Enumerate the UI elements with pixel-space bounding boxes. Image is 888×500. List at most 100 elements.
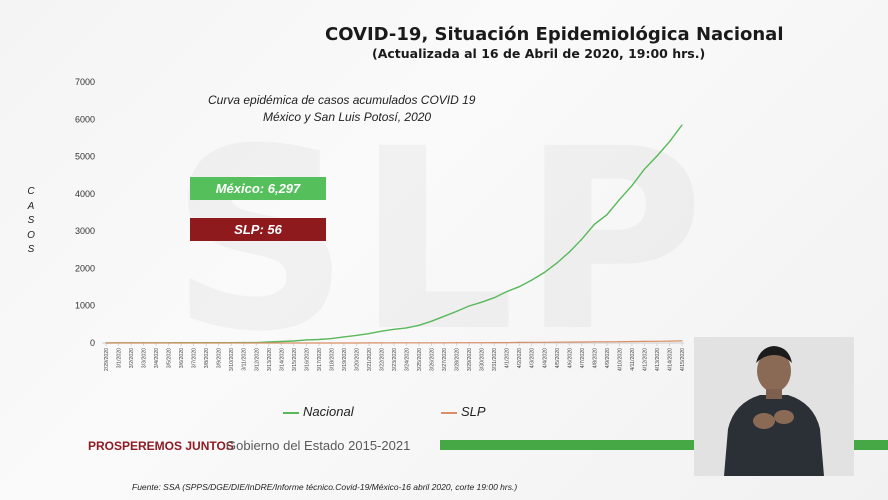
y-axis-label: C A S O S xyxy=(26,185,36,258)
series-point-slp xyxy=(618,341,621,343)
series-point-slp xyxy=(631,340,633,343)
y-axis-label-letter: A xyxy=(27,200,35,212)
series-point-slp xyxy=(330,342,332,344)
legend-slp-swatch xyxy=(441,412,457,414)
x-tick-label: 3/28/2020 xyxy=(455,348,461,371)
series-point-slp xyxy=(355,342,357,344)
series-point-slp xyxy=(193,342,195,344)
series-point-nacional xyxy=(656,155,658,157)
y-tick-label: 4000 xyxy=(75,189,95,199)
x-tick-label: 3/10/2020 xyxy=(229,348,235,371)
series-point-slp xyxy=(130,342,132,344)
series-point-slp xyxy=(218,342,220,344)
x-tick-label: 3/14/2020 xyxy=(279,348,285,371)
page-title: COVID-19, Situación Epidemiológica Nacio… xyxy=(325,24,784,45)
series-point-nacional xyxy=(506,291,508,293)
series-point-nacional xyxy=(368,333,370,335)
series-point-slp xyxy=(305,342,307,344)
series-point-slp xyxy=(205,342,207,344)
x-tick-label: 3/7/2020 xyxy=(192,348,198,368)
x-tick-label: 3/16/2020 xyxy=(304,348,310,371)
x-tick-label: 4/8/2020 xyxy=(592,348,598,368)
x-tick-label: 3/2/2020 xyxy=(129,348,135,368)
series-point-nacional xyxy=(618,199,621,201)
x-tick-label: 3/1/2020 xyxy=(117,348,123,368)
series-point-slp xyxy=(255,342,257,344)
series-point-slp xyxy=(117,342,120,344)
x-tick-label: 4/12/2020 xyxy=(642,348,648,371)
y-tick-label: 0 xyxy=(90,338,95,348)
series-point-nacional xyxy=(393,328,395,330)
series-point-slp xyxy=(481,342,483,344)
x-tick-label: 4/7/2020 xyxy=(580,348,586,368)
series-point-nacional xyxy=(668,141,671,143)
footer-slogan: PROSPEREMOS JUNTOS xyxy=(88,439,234,453)
series-point-nacional xyxy=(456,310,458,312)
x-tick-label: 3/22/2020 xyxy=(379,348,385,371)
x-tick-label: 3/4/2020 xyxy=(154,348,160,368)
series-point-slp xyxy=(293,342,295,344)
series-point-slp xyxy=(518,341,520,343)
x-tick-label: 3/19/2020 xyxy=(342,348,348,371)
series-point-slp xyxy=(531,341,533,343)
series-point-slp xyxy=(543,341,545,343)
series-point-nacional xyxy=(543,271,545,274)
series-point-nacional xyxy=(443,315,445,317)
x-tick-label: 3/6/2020 xyxy=(179,348,185,368)
x-tick-label: 3/11/2020 xyxy=(242,348,248,371)
series-point-slp xyxy=(180,342,182,344)
y-axis-label-letter: C xyxy=(27,186,35,197)
sign-language-interpreter-video xyxy=(694,337,854,476)
x-tick-label: 3/12/2020 xyxy=(254,348,260,371)
series-point-slp xyxy=(155,342,157,344)
y-tick-label: 5000 xyxy=(75,152,95,162)
series-point-slp xyxy=(568,341,570,343)
series-point-nacional xyxy=(355,334,357,336)
x-tick-label: 4/4/2020 xyxy=(542,348,548,368)
x-tick-label: 3/3/2020 xyxy=(142,348,148,368)
x-tick-label: 3/9/2020 xyxy=(217,348,223,368)
chart-subtitle-line1: Curva epidémica de casos acumulados COVI… xyxy=(208,93,476,107)
x-tick-label: 4/11/2020 xyxy=(630,348,636,371)
x-tick-label: 3/24/2020 xyxy=(405,348,411,371)
series-point-nacional xyxy=(280,340,282,343)
footer-green-stripe xyxy=(440,440,888,450)
series-point-slp xyxy=(506,342,508,344)
series-point-nacional xyxy=(468,305,470,307)
series-point-slp xyxy=(243,342,245,344)
series-point-nacional xyxy=(481,301,483,303)
x-tick-label: 4/1/2020 xyxy=(505,348,511,368)
series-point-slp xyxy=(168,342,170,344)
series-point-slp xyxy=(556,341,558,343)
series-point-nacional xyxy=(431,320,433,322)
series-point-slp xyxy=(668,340,671,342)
x-tick-label: 3/18/2020 xyxy=(329,348,335,371)
x-tick-label: 4/6/2020 xyxy=(567,348,573,368)
series-point-nacional xyxy=(643,168,646,170)
y-tick-label: 2000 xyxy=(75,263,95,273)
series-point-slp xyxy=(431,342,433,344)
x-tick-label: 3/23/2020 xyxy=(392,348,398,371)
x-tick-label: 4/2/2020 xyxy=(517,348,523,368)
legend-slp-label: SLP xyxy=(461,404,486,419)
slp-total-badge: SLP: 56 xyxy=(190,218,326,241)
y-tick-label: 7000 xyxy=(75,77,95,87)
y-tick-label: 1000 xyxy=(75,301,95,311)
series-point-nacional xyxy=(493,297,495,299)
y-axis-label-letter: S xyxy=(27,244,35,255)
series-point-nacional xyxy=(343,336,345,338)
chart-subtitle-line2: México y San Luis Potosí, 2020 xyxy=(263,110,432,124)
source-note: Fuente: SSA (SPPS/DGE/DIE/InDRE/Informe … xyxy=(132,482,518,492)
series-point-slp xyxy=(230,342,232,344)
series-point-nacional xyxy=(593,223,595,225)
x-tick-label: 3/26/2020 xyxy=(430,348,436,371)
series-point-slp xyxy=(581,341,583,343)
series-point-nacional xyxy=(418,324,420,326)
x-tick-label: 4/15/2020 xyxy=(680,348,686,371)
series-point-slp xyxy=(105,342,107,344)
y-tick-label: 3000 xyxy=(75,226,95,236)
x-tick-label: 3/13/2020 xyxy=(267,348,273,371)
x-tick-label: 3/15/2020 xyxy=(292,348,298,371)
x-tick-label: 3/29/2020 xyxy=(467,348,473,371)
